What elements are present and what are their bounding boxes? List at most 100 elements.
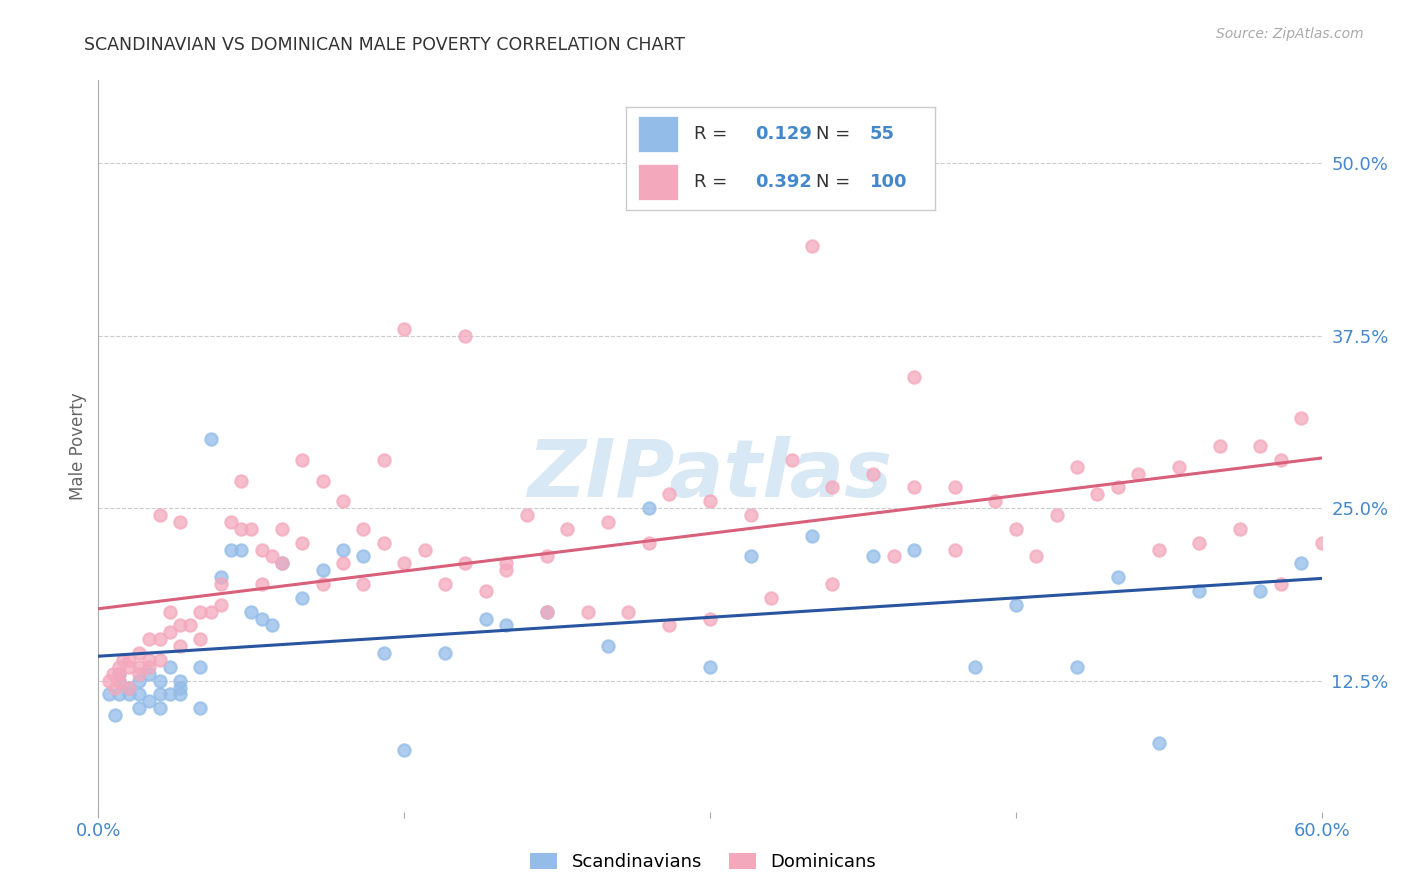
Scandinavians [740, 549, 762, 564]
Dominicans [250, 542, 273, 557]
Dominicans [576, 605, 599, 619]
Dominicans [291, 535, 314, 549]
Scandinavians [1291, 557, 1313, 571]
Dominicans [740, 508, 762, 522]
Scandinavians [260, 618, 283, 632]
Dominicans [1085, 487, 1108, 501]
Scandinavians [169, 681, 191, 695]
Dominicans [862, 467, 884, 481]
Text: N =: N = [815, 125, 856, 144]
Dominicans [984, 494, 1007, 508]
Dominicans [128, 666, 150, 681]
Dominicans [1188, 535, 1211, 549]
Dominicans [118, 660, 141, 674]
Dominicans [138, 660, 160, 674]
Dominicans [352, 522, 374, 536]
Text: 0.129: 0.129 [755, 125, 813, 144]
Dominicans [903, 370, 925, 384]
Scandinavians [149, 687, 172, 701]
Dominicans [138, 653, 160, 667]
Dominicans [97, 673, 120, 688]
Dominicans [138, 632, 160, 647]
Dominicans [617, 605, 640, 619]
Scandinavians [1147, 736, 1170, 750]
Dominicans [179, 618, 201, 632]
Scandinavians [240, 605, 263, 619]
Dominicans [1066, 459, 1088, 474]
Dominicans [231, 474, 253, 488]
Text: ZIPatlas: ZIPatlas [527, 436, 893, 515]
Dominicans [495, 563, 517, 577]
Text: 55: 55 [870, 125, 896, 144]
Dominicans [373, 535, 395, 549]
Text: 0.392: 0.392 [755, 173, 813, 192]
Text: N =: N = [815, 173, 856, 192]
Scandinavians [1249, 583, 1271, 598]
Legend: Scandinavians, Dominicans: Scandinavians, Dominicans [523, 846, 883, 879]
Scandinavians [392, 742, 416, 756]
Text: Source: ZipAtlas.com: Source: ZipAtlas.com [1216, 27, 1364, 41]
Dominicans [118, 681, 141, 695]
Scandinavians [200, 432, 222, 446]
Scandinavians [108, 687, 131, 701]
Dominicans [1249, 439, 1271, 453]
Dominicans [699, 611, 721, 625]
Scandinavians [1188, 583, 1211, 598]
Scandinavians [209, 570, 232, 584]
Dominicans [128, 646, 150, 660]
Dominicans [1291, 411, 1313, 425]
Dominicans [200, 605, 222, 619]
Dominicans [332, 557, 354, 571]
Bar [638, 164, 678, 201]
Dominicans [270, 557, 294, 571]
Scandinavians [159, 687, 181, 701]
Dominicans [1270, 452, 1292, 467]
Scandinavians [169, 687, 191, 701]
Dominicans [1229, 522, 1251, 536]
Dominicans [658, 618, 681, 632]
Scandinavians [118, 681, 141, 695]
Dominicans [536, 549, 558, 564]
Dominicans [149, 653, 172, 667]
Scandinavians [128, 687, 150, 701]
Scandinavians [138, 694, 160, 708]
Scandinavians [598, 639, 620, 653]
Scandinavians [495, 618, 517, 632]
Dominicans [149, 632, 172, 647]
Scandinavians [250, 611, 273, 625]
Dominicans [118, 653, 141, 667]
Text: 100: 100 [870, 173, 907, 192]
Dominicans [260, 549, 283, 564]
Dominicans [474, 583, 498, 598]
Scandinavians [97, 687, 120, 701]
Text: SCANDINAVIAN VS DOMINICAN MALE POVERTY CORRELATION CHART: SCANDINAVIAN VS DOMINICAN MALE POVERTY C… [84, 36, 685, 54]
Dominicans [943, 542, 966, 557]
Scandinavians [108, 673, 131, 688]
Dominicans [108, 660, 131, 674]
Y-axis label: Male Poverty: Male Poverty [69, 392, 87, 500]
Dominicans [454, 557, 477, 571]
Dominicans [1045, 508, 1069, 522]
Dominicans [1004, 522, 1026, 536]
Scandinavians [128, 701, 150, 715]
Dominicans [111, 653, 134, 667]
Dominicans [658, 487, 681, 501]
Dominicans [1270, 577, 1292, 591]
Scandinavians [352, 549, 374, 564]
Dominicans [392, 321, 416, 335]
Dominicans [373, 452, 395, 467]
Scandinavians [1004, 598, 1026, 612]
Dominicans [1147, 542, 1170, 557]
Scandinavians [149, 673, 172, 688]
Dominicans [188, 605, 212, 619]
Scandinavians [219, 542, 242, 557]
Scandinavians [699, 660, 721, 674]
Dominicans [159, 605, 181, 619]
Dominicans [209, 598, 232, 612]
Scandinavians [1066, 660, 1088, 674]
Dominicans [332, 494, 354, 508]
Dominicans [209, 577, 232, 591]
Scandinavians [474, 611, 498, 625]
Dominicans [101, 666, 124, 681]
Dominicans [495, 557, 517, 571]
